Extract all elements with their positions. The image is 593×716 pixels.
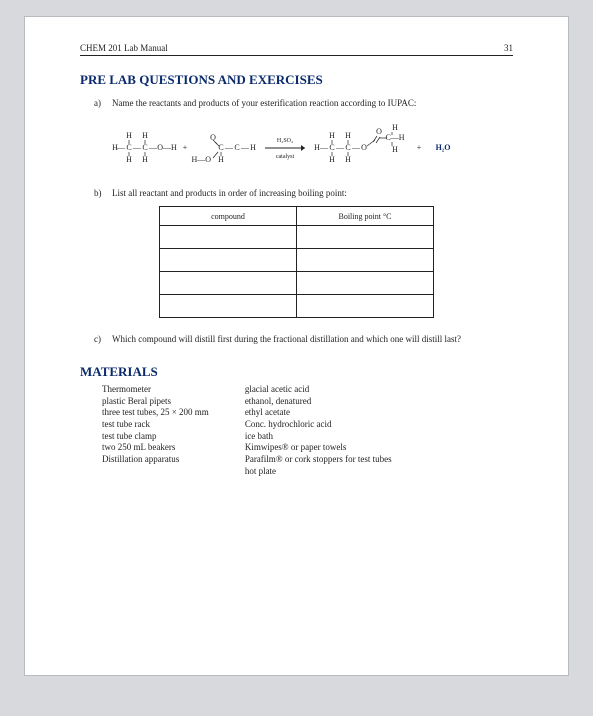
list-item: test tube clamp	[102, 431, 209, 443]
svg-text:H: H	[250, 143, 256, 152]
plus-2: +	[416, 143, 421, 152]
svg-text:O: O	[361, 143, 367, 152]
question-b-marker: b)	[94, 188, 106, 198]
svg-text:—: —	[240, 143, 250, 152]
acetic-acid-structure: C H H—O O — C — H	[191, 133, 256, 164]
question-a-marker: a)	[94, 98, 106, 108]
svg-text:C: C	[126, 143, 131, 152]
table-header-bp: Boiling point °C	[297, 207, 434, 226]
svg-text:—: —	[335, 143, 345, 152]
svg-text:—: —	[351, 143, 361, 152]
svg-text:H: H	[218, 155, 224, 164]
section-title: PRE LAB QUESTIONS AND EXERCISES	[80, 72, 513, 88]
list-item: ethyl acetate	[245, 407, 392, 419]
svg-text:H₂SO₄: H₂SO₄	[276, 138, 292, 144]
svg-text:H: H	[345, 155, 351, 164]
svg-text:H: H	[126, 155, 132, 164]
question-c-text: Which compound will distill first during…	[112, 334, 513, 344]
question-a-text: Name the reactants and products of your …	[112, 98, 513, 108]
svg-text:H: H	[329, 155, 335, 164]
question-c-marker: c)	[94, 334, 106, 344]
materials-list: Thermometer plastic Beral pipets three t…	[102, 384, 513, 478]
table-header-compound: compound	[160, 207, 297, 226]
svg-text:H: H	[126, 131, 132, 140]
materials-right-column: glacial acetic acid ethanol, denatured e…	[245, 384, 392, 478]
table-row	[160, 249, 434, 272]
header-page-number: 31	[504, 43, 513, 53]
table-row	[160, 295, 434, 318]
svg-text:C: C	[329, 143, 334, 152]
ethanol-structure: H — C H H — C H H — O—H	[112, 131, 177, 164]
svg-text:—: —	[224, 143, 234, 152]
question-b: b) List all reactant and products in ord…	[94, 188, 513, 198]
water-product: H₂O	[435, 143, 450, 152]
list-item: hot plate	[245, 466, 392, 478]
list-item: plastic Beral pipets	[102, 396, 209, 408]
svg-text:H: H	[142, 155, 148, 164]
reaction-arrow: H₂SO₄ catalyst	[265, 138, 305, 160]
question-b-text: List all reactant and products in order …	[112, 188, 513, 198]
svg-text:—: —	[132, 143, 142, 152]
table-header-row: compound Boiling point °C	[160, 207, 434, 226]
list-item: test tube rack	[102, 419, 209, 431]
list-item: ice bath	[245, 431, 392, 443]
svg-text:H: H	[142, 131, 148, 140]
svg-text:C: C	[345, 143, 350, 152]
list-item: two 250 mL beakers	[102, 442, 209, 454]
svg-text:catalyst: catalyst	[275, 154, 294, 160]
page: CHEM 201 Lab Manual 31 PRE LAB QUESTIONS…	[24, 16, 569, 676]
svg-text:O: O	[210, 133, 216, 142]
list-item: Thermometer	[102, 384, 209, 396]
table-row	[160, 272, 434, 295]
svg-text:H: H	[345, 131, 351, 140]
ethyl-acetate-structure: H — C H H — C H H — O O	[314, 123, 405, 164]
header-title: CHEM 201 Lab Manual	[80, 43, 168, 53]
reaction-scheme: H — C H H — C H H — O—H +	[80, 118, 513, 176]
boiling-point-table-wrap: compound Boiling point °C	[80, 206, 513, 318]
svg-text:—: —	[116, 143, 126, 152]
svg-text:H: H	[329, 131, 335, 140]
table-row	[160, 226, 434, 249]
list-item: three test tubes, 25 × 200 mm	[102, 407, 209, 419]
svg-text:C: C	[218, 143, 223, 152]
list-item: Parafilm® or cork stoppers for test tube…	[245, 454, 392, 466]
materials-title: MATERIALS	[80, 364, 513, 380]
list-item: Distillation apparatus	[102, 454, 209, 466]
svg-text:O—H: O—H	[157, 143, 177, 152]
svg-text:H: H	[392, 145, 398, 154]
svg-text:C: C	[142, 143, 147, 152]
svg-text:H: H	[392, 123, 398, 132]
question-a: a) Name the reactants and products of yo…	[94, 98, 513, 108]
svg-text:O: O	[376, 127, 382, 136]
list-item: ethanol, denatured	[245, 396, 392, 408]
svg-text:C: C	[234, 143, 239, 152]
svg-text:H—O: H—O	[191, 155, 211, 164]
question-c: c) Which compound will distill first dur…	[94, 334, 513, 344]
plus-1: +	[182, 143, 187, 152]
list-item: Conc. hydrochloric acid	[245, 419, 392, 431]
list-item: Kimwipes® or paper towels	[245, 442, 392, 454]
materials-left-column: Thermometer plastic Beral pipets three t…	[102, 384, 209, 478]
svg-text:—: —	[319, 143, 329, 152]
boiling-point-table: compound Boiling point °C	[159, 206, 434, 318]
page-header: CHEM 201 Lab Manual 31	[80, 43, 513, 56]
list-item: glacial acetic acid	[245, 384, 392, 396]
svg-text:C—H: C—H	[385, 133, 404, 142]
